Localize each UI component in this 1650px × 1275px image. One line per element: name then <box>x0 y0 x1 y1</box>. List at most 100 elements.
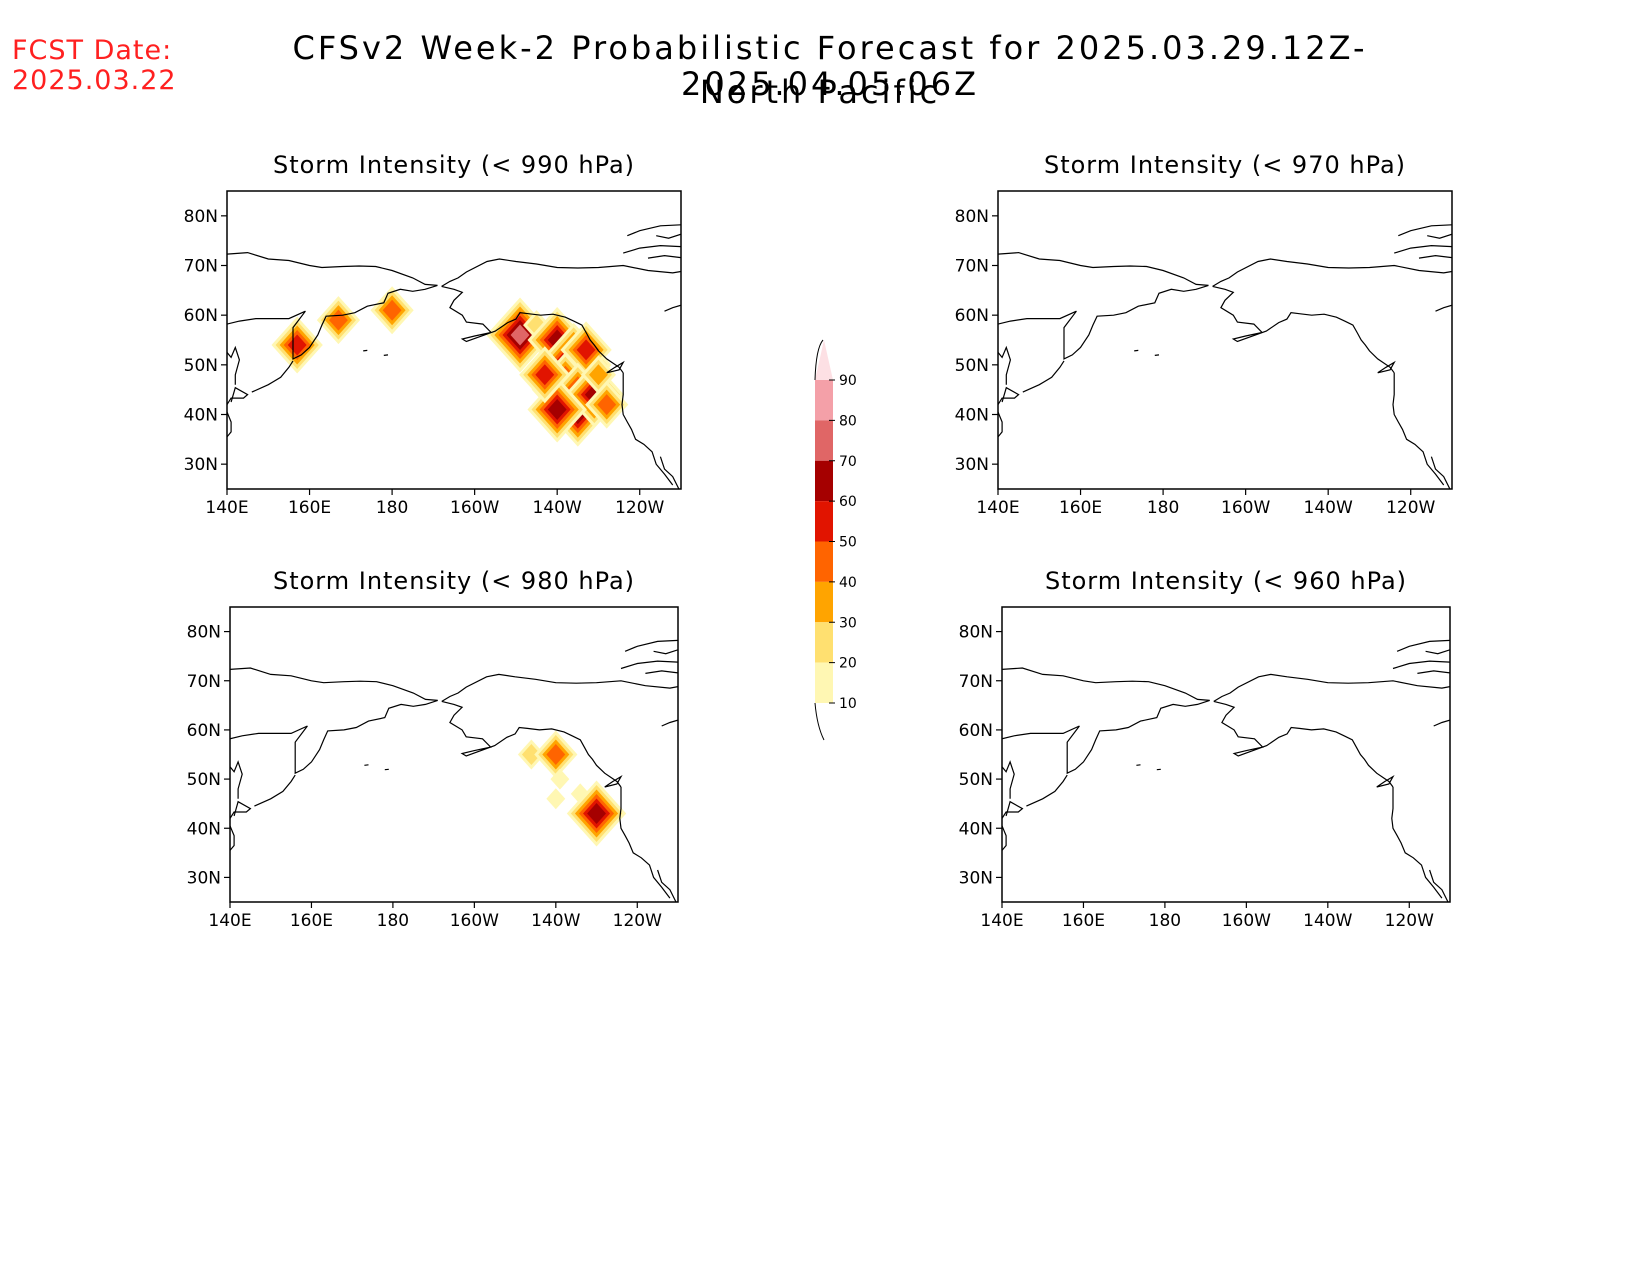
probability-field-p980 <box>517 730 627 847</box>
coastline-segment <box>1435 304 1452 312</box>
coastline-segment <box>998 386 1020 405</box>
lat-tick-label: 40N <box>955 406 989 426</box>
panel-title-p970: Storm Intensity (< 970 hPa) <box>1044 151 1406 179</box>
colorbar-top-arrow <box>815 340 833 380</box>
lat-tick-label: 70N <box>959 672 993 692</box>
coastline-segment <box>363 349 368 352</box>
coastline-segment <box>1417 670 1450 674</box>
colorbar-label: 10 <box>839 696 857 712</box>
coastline-segment <box>1429 869 1449 902</box>
lat-tick-label: 30N <box>955 455 989 475</box>
coastline-segment <box>645 670 678 674</box>
lon-tick-label: 180 <box>376 498 408 518</box>
lon-tick-label: 160E <box>1059 498 1102 518</box>
colorbar-bottom-tail <box>814 702 825 741</box>
colorbar-swatch <box>815 541 833 582</box>
colorbar-swatch <box>815 380 833 421</box>
coastline-segment <box>230 760 243 799</box>
lon-tick-label: 160W <box>1222 911 1271 931</box>
coastline-segment <box>1212 285 1395 374</box>
lon-tick-label: 120W <box>1386 498 1435 518</box>
coastline-segment <box>1392 660 1450 670</box>
colorbar-outline <box>814 339 824 381</box>
lat-tick-label: 60N <box>184 306 218 326</box>
map-frame <box>229 606 679 903</box>
coastline-segment <box>1002 699 1210 775</box>
colorbar-swatch <box>815 622 833 663</box>
lon-tick-label: 120W <box>1385 911 1434 931</box>
coastline-segment <box>624 639 678 652</box>
probability-cell <box>576 339 596 361</box>
coastline-segment <box>227 345 241 385</box>
lat-tick-label: 80N <box>959 623 993 643</box>
colorbar-label: 60 <box>839 494 857 510</box>
coastline-segment <box>998 411 1003 438</box>
colorbar-label: 20 <box>839 656 857 672</box>
lon-tick-label: 140W <box>1304 498 1353 518</box>
probability-cell <box>546 788 566 810</box>
coastline-segment <box>441 285 624 374</box>
coastline-segment <box>664 304 681 312</box>
coastline-segment <box>1425 649 1450 655</box>
coastline-segment <box>1213 673 1450 702</box>
lat-tick-label: 60N <box>959 721 993 741</box>
colorbar-swatch <box>815 501 833 542</box>
map-frame <box>226 190 682 490</box>
coastline-segment <box>627 224 681 237</box>
coastline-segment <box>230 667 438 701</box>
coastline-segment <box>1391 787 1443 899</box>
coastline-segment <box>230 825 235 851</box>
colorbar-label: 90 <box>839 373 857 389</box>
colorbar: 10 20 30 40 50 60 70 80 90 <box>814 339 857 741</box>
coastline-segment <box>1418 254 1452 259</box>
panel-title-p980: Storm Intensity (< 980 hPa) <box>273 567 635 595</box>
lat-tick-label: 30N <box>184 455 218 475</box>
lat-tick-label: 70N <box>184 257 218 277</box>
lat-tick-label: 50N <box>184 356 218 376</box>
lat-tick-label: 30N <box>959 868 993 888</box>
lon-tick-label: 160E <box>288 498 331 518</box>
coastline-segment <box>606 360 625 374</box>
lon-tick-label: 160W <box>450 911 499 931</box>
lon-tick-label: 180 <box>1147 498 1179 518</box>
coastline-segment <box>227 386 249 405</box>
colorbar-swatch <box>815 662 833 703</box>
lat-tick-label: 80N <box>184 207 218 227</box>
coastline <box>230 639 678 902</box>
coastline-segment <box>364 764 369 766</box>
coastline-segment <box>604 774 623 788</box>
probability-cell <box>527 314 546 336</box>
colorbar-swatch <box>815 420 833 461</box>
lon-tick-label: 160E <box>1062 911 1105 931</box>
probability-cell <box>382 299 402 321</box>
coastline-segment <box>1026 774 1068 807</box>
coastline-segment <box>1002 800 1024 819</box>
coastline-segment <box>998 251 1209 286</box>
probability-cell <box>546 744 566 765</box>
coastline-segment <box>1427 233 1452 239</box>
coastline-segment <box>1433 719 1450 727</box>
lon-tick-label: 140W <box>533 498 582 518</box>
lat-tick-label: 40N <box>184 406 218 426</box>
colorbar-label: 30 <box>839 615 857 631</box>
probability-cell <box>547 399 567 421</box>
probability-cell <box>589 364 608 386</box>
lon-tick-label: 160W <box>1221 498 1270 518</box>
coastline-segment <box>661 719 678 727</box>
coastline <box>1002 639 1450 902</box>
lon-tick-label: 140E <box>976 498 1019 518</box>
probability-field-p990 <box>271 286 629 447</box>
region-subtitle: North Pacific <box>699 73 941 111</box>
lat-tick-label: 50N <box>959 770 993 790</box>
lat-tick-label: 60N <box>955 306 989 326</box>
coastline-segment <box>441 700 622 788</box>
coastline-segment <box>230 800 252 819</box>
coastline-segment <box>441 258 681 287</box>
probability-cell <box>550 768 570 790</box>
panel-title-p990: Storm Intensity (< 990 hPa) <box>273 151 635 179</box>
lon-tick-label: 180 <box>377 911 409 931</box>
map-panel-p990: Storm Intensity (< 990 hPa) 140E 160E 180 16… <box>184 151 682 518</box>
lat-tick-label: 30N <box>187 868 221 888</box>
coastline-segment <box>1212 258 1452 287</box>
lat-tick-label: 50N <box>955 356 989 376</box>
